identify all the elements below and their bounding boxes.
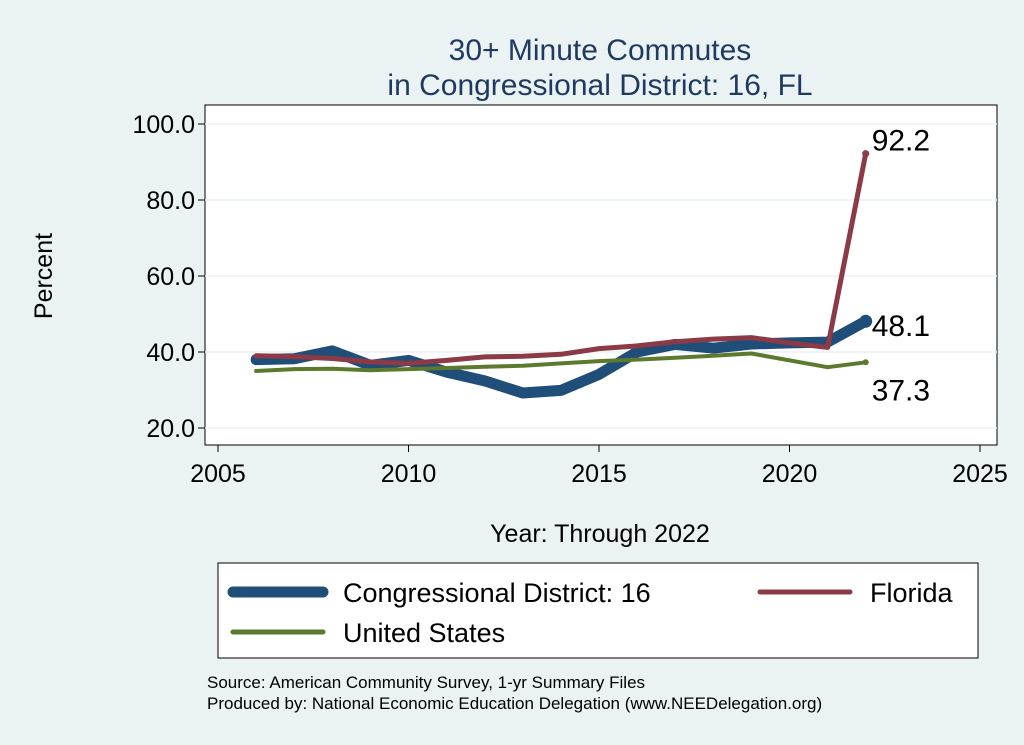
x-tick-label: 2020 — [762, 460, 818, 488]
x-tick-label: 2025 — [952, 460, 1008, 488]
legend: Congressional District: 16 Florida United … — [227, 578, 954, 648]
y-tick-label: 80.0 — [146, 187, 195, 215]
y-tick-label: 100.0 — [132, 111, 195, 139]
axes: 20.0 40.0 60.0 80.0 100.0 2005 2010 2015 2020 202… — [132, 111, 1007, 488]
series-lines — [250, 150, 873, 399]
series-end-point-2 — [862, 359, 869, 366]
chart-title-line-2: in Congressional District: 16, FL — [387, 69, 812, 102]
series-line-1 — [253, 151, 869, 366]
x-axis-label: Year: Through 2022 — [490, 520, 710, 548]
y-tick-label: 20.0 — [146, 415, 195, 443]
legend-label-2: United States — [343, 618, 505, 648]
legend-box — [217, 562, 979, 659]
y-tick-label: 40.0 — [146, 339, 195, 367]
x-tick-label: 2010 — [381, 460, 437, 488]
y-tick-label: 60.0 — [146, 263, 195, 291]
end-label-1: 92.2 — [872, 125, 930, 158]
end-label-2: 37.3 — [872, 374, 930, 407]
legend-label-1: Florida — [870, 578, 954, 608]
chart-title-line-1: 30+ Minute Commutes — [449, 34, 752, 67]
source-line-2: Produced by: National Economic Education… — [207, 694, 822, 713]
y-axis-label: Percent — [30, 233, 58, 319]
legend-label-0: Congressional District: 16 — [343, 578, 651, 608]
end-labels: 48.1 92.2 37.3 — [872, 125, 930, 408]
series-end-point-1 — [862, 150, 870, 158]
x-tick-label: 2005 — [190, 460, 246, 488]
series-line-2 — [254, 351, 868, 373]
x-tick-label: 2015 — [571, 460, 627, 488]
end-label-0: 48.1 — [872, 310, 930, 343]
source-line-1: Source: American Community Survey, 1-yr … — [207, 673, 645, 692]
series-end-point-0 — [859, 314, 873, 328]
